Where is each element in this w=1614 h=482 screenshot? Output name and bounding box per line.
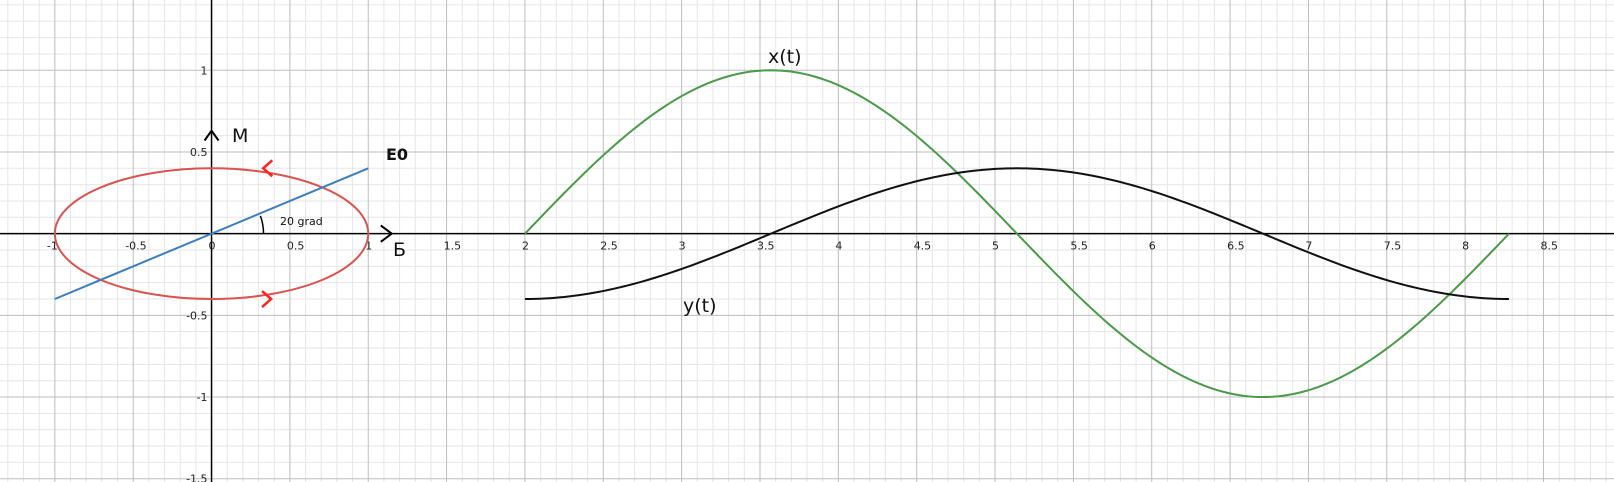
- x-tick-label: 0.5: [287, 240, 305, 253]
- x-tick-label: 4.5: [914, 240, 932, 253]
- tick-labels: -1 -0.5 0 0.5 1 1.5 2 2.5 3 3.5 4 4.5 5 5.5 6 6.5 7 7.5 8 8…: [47, 64, 1558, 482]
- y-tick-label: -1.5: [186, 473, 207, 482]
- x-tick-label: 8: [1462, 240, 1469, 253]
- chart-labels: M Б E0 20 grad x(t) y(t): [232, 46, 802, 317]
- x-tick-label: 3.5: [757, 240, 775, 253]
- x-tick-label: 8.5: [1540, 240, 1558, 253]
- x-axis-label: Б: [393, 239, 406, 261]
- x-tick-label: -0.5: [125, 240, 146, 253]
- e0-label: E0: [386, 145, 408, 164]
- x-tick-label: 6.5: [1227, 240, 1245, 253]
- chart-marks: [53, 69, 1510, 399]
- y-axis-arrow: [203, 128, 220, 142]
- x-tick-label: 1.5: [444, 240, 462, 253]
- x-tick-label: 5: [992, 240, 999, 253]
- x-tick-label: 0: [209, 240, 216, 253]
- x-tick-label: 2: [522, 240, 529, 253]
- e0-line: [54, 167, 369, 300]
- angle-label: 20 grad: [280, 215, 323, 228]
- x-axis-arrow: [380, 224, 394, 243]
- ellipse-direction-arrow: [261, 159, 274, 178]
- y-tick-label: -1: [197, 391, 208, 404]
- x-tick-label: 2.5: [600, 240, 618, 253]
- y-tick-label: 0.5: [190, 146, 208, 159]
- series-line-x: [524, 69, 1510, 399]
- y-axis-label: M: [232, 125, 248, 147]
- x-tick-label: 6: [1149, 240, 1156, 253]
- x-tick-label: 7.5: [1384, 240, 1402, 253]
- x-tick-label: 3: [679, 240, 686, 253]
- x-tick-label: 1: [365, 240, 372, 253]
- y-tick-label: -0.5: [186, 309, 207, 322]
- y-curve-label: y(t): [683, 295, 717, 317]
- ellipse-direction-arrow: [261, 290, 273, 308]
- x-tick-label: 4: [835, 240, 842, 253]
- series-line-y: [524, 167, 1510, 300]
- angle-arc: [259, 215, 265, 234]
- x-curve-label: x(t): [768, 46, 802, 68]
- x-tick-label: 5.5: [1070, 240, 1088, 253]
- polarization-ellipse: [53, 167, 370, 301]
- x-tick-label: 7: [1305, 240, 1312, 253]
- y-tick-label: 1: [201, 64, 208, 77]
- x-tick-label: -1: [47, 240, 58, 253]
